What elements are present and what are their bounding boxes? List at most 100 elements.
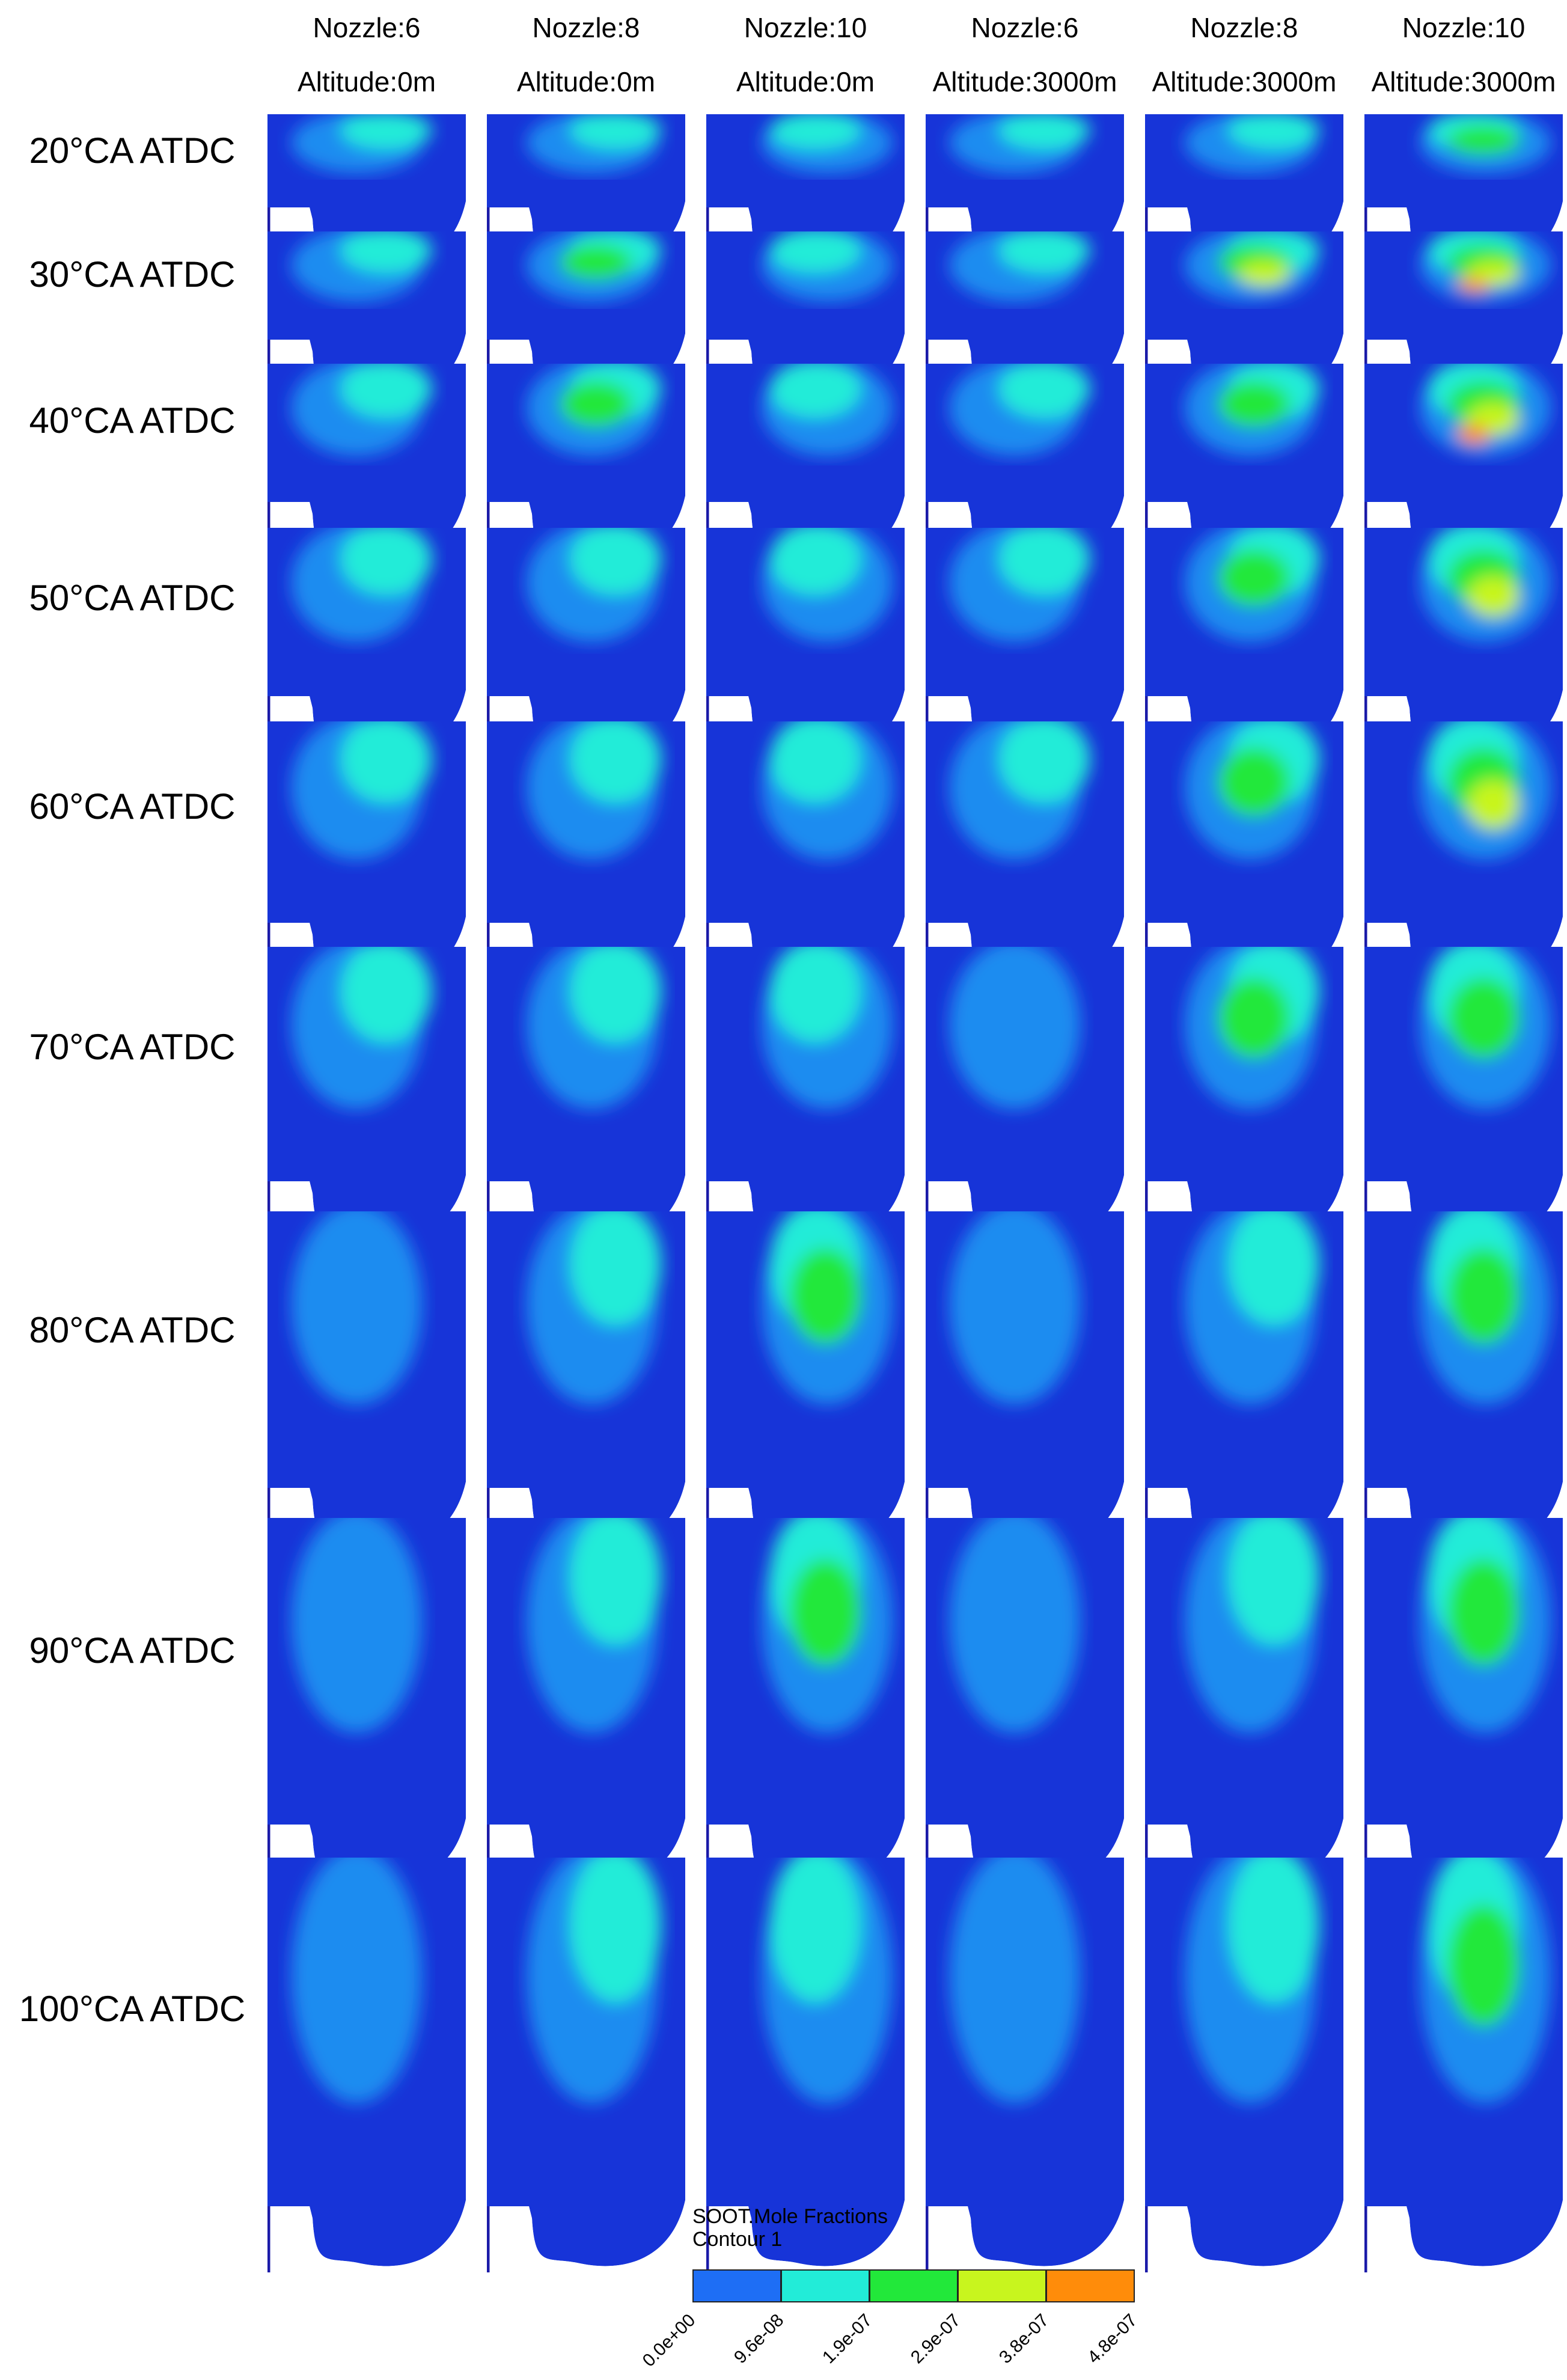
soot-contour-cell — [706, 1518, 905, 1891]
soot-plume-level — [769, 947, 861, 1043]
soot-contour-cell — [706, 947, 905, 1247]
soot-plume-level — [999, 364, 1090, 418]
soot-plume-level — [999, 721, 1090, 803]
row-label-crank-angle: 90°CA ATDC — [29, 1630, 236, 1671]
soot-contour-cell — [1364, 721, 1563, 989]
soot-plume-level — [1228, 1518, 1320, 1645]
soot-contour-cell — [267, 528, 466, 762]
soot-contour-cell — [267, 364, 466, 568]
soot-plume-level — [1458, 424, 1489, 445]
legend-color-swatch — [1046, 2269, 1135, 2302]
soot-plume-level — [570, 1211, 662, 1326]
soot-plume-level — [1447, 1904, 1520, 2026]
soot-plume-low — [291, 1211, 423, 1405]
soot-plume-low — [949, 947, 1081, 1110]
soot-contour-cell — [1145, 1518, 1343, 1891]
soot-plume-level — [570, 1858, 662, 2002]
soot-plume-level — [570, 721, 662, 803]
row-label-crank-angle: 60°CA ATDC — [29, 786, 236, 827]
soot-contour-cell — [1145, 721, 1343, 989]
soot-contour-cell — [1145, 231, 1343, 406]
column-header-altitude: Altitude:3000m — [1371, 66, 1556, 97]
soot-contour-cell — [706, 1211, 905, 1554]
soot-contour-cell — [926, 114, 1124, 274]
soot-plume-level — [341, 364, 432, 418]
column-header-nozzle: Nozzle:10 — [744, 12, 867, 43]
column-header-altitude: Altitude:3000m — [932, 66, 1117, 97]
soot-plume-level — [570, 1518, 662, 1645]
row-label-crank-angle: 20°CA ATDC — [29, 130, 236, 171]
row-label-crank-angle: 30°CA ATDC — [29, 254, 236, 295]
soot-plume-level — [1467, 780, 1520, 830]
soot-plume-level — [341, 114, 432, 150]
soot-contour-cell — [267, 947, 466, 1247]
row-label-crank-angle: 40°CA ATDC — [29, 400, 236, 441]
soot-plume-low — [291, 1858, 423, 2103]
soot-plume-level — [341, 947, 432, 1043]
soot-contour-cell — [706, 231, 905, 406]
column-header-altitude: Altitude:0m — [297, 66, 436, 97]
soot-plume-level — [1447, 1248, 1520, 1344]
column-header-altitude: Altitude:0m — [516, 66, 656, 97]
soot-plume-level — [1218, 977, 1290, 1058]
legend-color-swatch — [958, 2269, 1046, 2302]
soot-contour-cell — [267, 1211, 466, 1554]
soot-plume-level — [769, 114, 861, 150]
legend-color-swatch — [869, 2269, 958, 2302]
soot-plume-level — [341, 721, 432, 803]
soot-plume-level — [560, 245, 632, 280]
soot-plume-level — [1458, 277, 1489, 293]
soot-contour-cell — [926, 231, 1124, 406]
soot-plume-low — [949, 1858, 1081, 2103]
soot-contour-cell — [926, 1858, 1124, 2272]
row-label-crank-angle: 70°CA ATDC — [29, 1026, 236, 1067]
soot-plume-low — [949, 1518, 1081, 1733]
column-header-altitude: Altitude:3000m — [1152, 66, 1337, 97]
legend-tick-label: 3.8e-07 — [995, 2310, 1053, 2368]
legend-color-swatch — [692, 2269, 781, 2302]
soot-plume-level — [999, 231, 1090, 273]
legend-tick-label: 4.8e-07 — [1084, 2310, 1141, 2368]
soot-contour-cell — [267, 114, 466, 274]
soot-contour-cell — [706, 1858, 905, 2272]
soot-plume-level — [999, 528, 1090, 595]
soot-plume-level — [1228, 1211, 1320, 1326]
row-label-crank-angle: 80°CA ATDC — [29, 1310, 236, 1350]
column-header-nozzle: Nozzle:10 — [1402, 12, 1526, 43]
soot-contour-cell — [267, 1858, 466, 2272]
soot-contour-cell — [487, 1211, 685, 1554]
soot-contour-cell — [1364, 947, 1563, 1247]
legend-tick-label: 1.9e-07 — [819, 2310, 876, 2368]
column-header-nozzle: Nozzle:6 — [971, 12, 1079, 43]
column-header-nozzle: Nozzle:6 — [313, 12, 421, 43]
soot-contour-cell — [706, 114, 905, 274]
soot-contour-cell — [1145, 114, 1343, 274]
soot-contour-cell — [487, 528, 685, 762]
soot-contour-cell — [706, 721, 905, 989]
soot-contour-cell — [267, 721, 466, 989]
soot-plume-level — [789, 1248, 861, 1344]
soot-contour-cell — [487, 231, 685, 406]
legend-color-swatch — [781, 2269, 870, 2302]
soot-contour-cell — [267, 1518, 466, 1891]
soot-plume-level — [1228, 1858, 1320, 2002]
soot-contour-cell — [926, 947, 1124, 1247]
soot-plume-level — [570, 114, 662, 150]
legend-tick-label: 2.9e-07 — [907, 2310, 965, 2368]
soot-contour-cell — [1145, 1211, 1343, 1554]
soot-contour-cell — [706, 528, 905, 762]
soot-plume-level — [341, 528, 432, 595]
soot-contour-cell — [487, 947, 685, 1247]
soot-contour-cell — [487, 1858, 685, 2272]
column-header-altitude: Altitude:0m — [736, 66, 875, 97]
soot-plume-level — [769, 528, 861, 595]
soot-plume-level — [789, 1559, 861, 1665]
column-header-nozzle: Nozzle:8 — [1190, 12, 1298, 43]
soot-contour-cell — [1364, 1211, 1563, 1554]
soot-contour-cell — [1364, 1858, 1563, 2272]
soot-plume-level — [769, 364, 861, 418]
soot-contour-cell — [487, 364, 685, 568]
soot-plume-low — [949, 1211, 1081, 1405]
column-header-nozzle: Nozzle:8 — [532, 12, 640, 43]
